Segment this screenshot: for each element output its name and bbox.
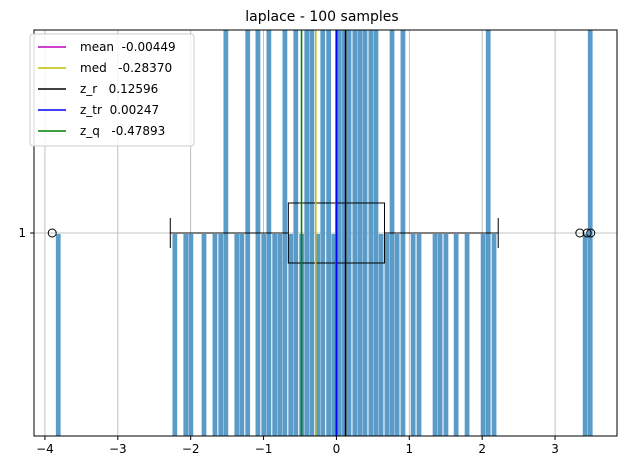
- histogram-bar: [331, 234, 337, 436]
- chart-title: laplace - 100 samples: [245, 9, 398, 25]
- histogram-bar: [437, 234, 443, 436]
- histogram-bar: [234, 234, 240, 436]
- x-tick-label: −4: [36, 442, 54, 456]
- boxplot-outlier: [47, 228, 57, 238]
- x-tick-label: −3: [109, 442, 127, 456]
- histogram-bar: [432, 234, 438, 436]
- x-tick-label: 0: [333, 442, 341, 456]
- histogram-bar: [368, 30, 374, 436]
- histogram-bar: [309, 30, 315, 436]
- legend-box: [29, 33, 195, 147]
- statistic-lines: [300, 30, 347, 436]
- boxplot-outlier: [575, 228, 585, 238]
- histogram-bar: [218, 234, 224, 436]
- histogram-bar: [491, 234, 497, 436]
- x-tick-label: 1: [405, 442, 413, 456]
- histogram-bar: [201, 234, 207, 436]
- histogram-bar: [346, 30, 352, 436]
- histogram-bar: [480, 234, 486, 436]
- histogram-bar: [315, 234, 321, 436]
- x-axis-ticks: −4 −3 −2 −1 0 1 2 3: [36, 436, 559, 456]
- histogram-bar: [443, 234, 449, 436]
- histogram-bar: [55, 234, 61, 436]
- histogram-bar: [172, 234, 178, 436]
- histogram-bar: [373, 30, 379, 436]
- y-axis-ticks: 1: [18, 226, 34, 240]
- histogram-bar: [362, 30, 368, 436]
- histogram-bar: [212, 234, 218, 436]
- histogram-bar: [261, 234, 267, 436]
- legend-label: z_r 0.12596: [80, 82, 158, 96]
- y-tick-label: 1: [18, 226, 26, 240]
- histogram-bar: [336, 30, 342, 436]
- legend-label: z_tr 0.00247: [80, 103, 159, 117]
- histogram-bar: [378, 234, 384, 436]
- histogram-bar: [394, 234, 400, 436]
- histogram-bar: [384, 234, 390, 436]
- legend: mean -0.00449 med -0.28370 z_r 0.12596 z_tr…: [29, 33, 195, 147]
- x-tick-label: 3: [551, 442, 559, 456]
- histogram-bar: [453, 234, 459, 436]
- histogram-bar: [272, 234, 278, 436]
- histogram-bar: [188, 234, 194, 436]
- x-tick-label: 2: [478, 442, 486, 456]
- boxplot-outlier: [586, 228, 596, 238]
- histogram-bar: [293, 30, 299, 436]
- histogram-bar: [464, 234, 470, 436]
- x-tick-label: −2: [182, 442, 200, 456]
- histogram-bar: [410, 234, 416, 436]
- histogram-bar: [326, 30, 331, 436]
- histogram-bar: [288, 234, 294, 436]
- legend-label: z_q -0.47893: [80, 124, 165, 138]
- histogram-bar: [352, 30, 358, 436]
- histogram-bar: [587, 30, 593, 436]
- histogram-bar: [183, 234, 189, 436]
- x-tick-label: −1: [255, 442, 273, 456]
- histogram-bar: [357, 30, 363, 436]
- boxplot-outlier: [582, 228, 592, 238]
- plot-area: −4 −3 −2 −1 0 1 2 3 1 mean -0.00449 med -0.28370…: [18, 29, 618, 456]
- histogram-bar: [341, 30, 347, 436]
- legend-label: med -0.28370: [80, 61, 172, 75]
- histogram-bar: [320, 30, 326, 436]
- histogram-bar: [304, 30, 310, 436]
- histogram-bar: [582, 234, 588, 436]
- legend-label: mean -0.00449: [80, 40, 176, 54]
- histogram-bar: [239, 234, 245, 436]
- histogram-bar: [416, 234, 422, 436]
- histogram-bar: [277, 234, 283, 436]
